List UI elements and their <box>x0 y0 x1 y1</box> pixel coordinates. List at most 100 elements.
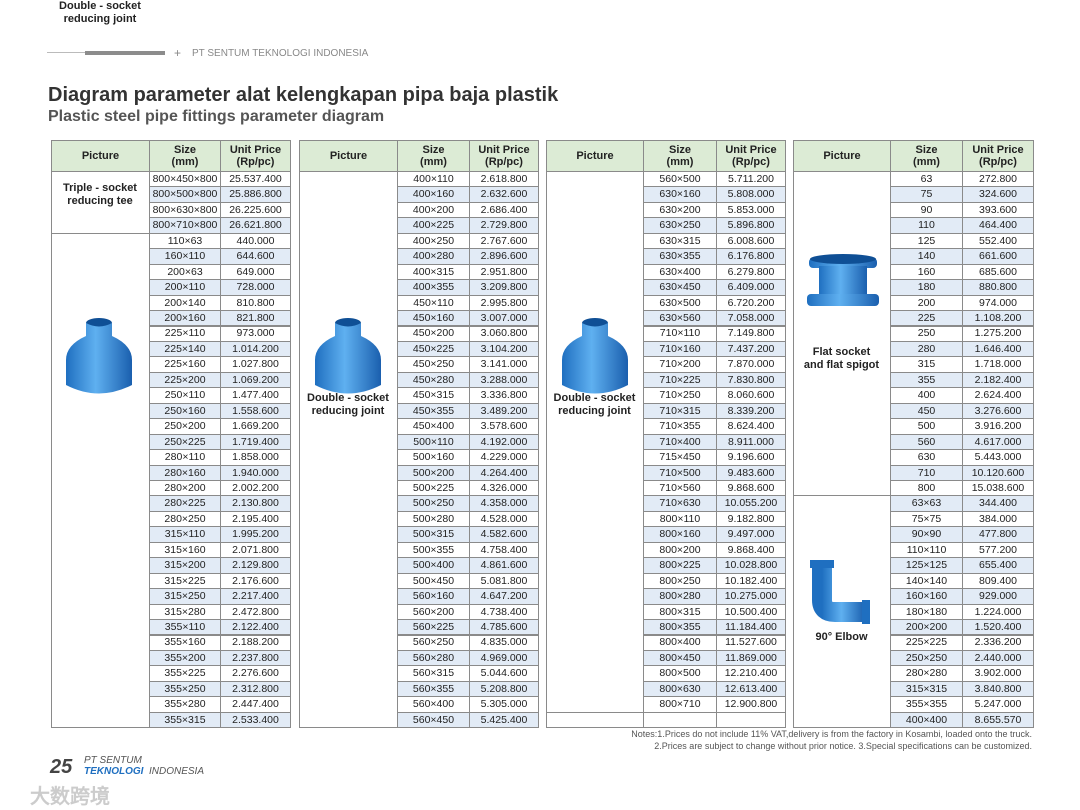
size: 400×315 <box>412 265 455 278</box>
size-cell: 355×280 <box>149 696 221 713</box>
price: 3.141.000 <box>480 358 528 371</box>
price: 2.002.200 <box>232 481 279 494</box>
size-cell: 400×280 <box>397 248 470 265</box>
size-cell: 355 <box>890 371 963 389</box>
price-cell: 2.767.600 <box>469 232 539 250</box>
size: 400 <box>917 389 936 402</box>
size: 800×710×800 <box>152 219 218 232</box>
price-cell: 1.558.600 <box>220 402 291 420</box>
size: 75 <box>920 188 933 201</box>
size-cell: 800×250 <box>643 572 717 590</box>
price-cell: 12.900.800 <box>716 696 786 713</box>
size-cell: 450×200 <box>397 325 470 342</box>
price-cell: 2.130.800 <box>220 495 291 512</box>
size: 400×200 <box>412 203 455 216</box>
size-cell: 630×450 <box>643 279 717 296</box>
size-cell: 200×160 <box>149 310 221 327</box>
price-cell: 2.312.800 <box>220 680 291 698</box>
price-cell: 11.184.400 <box>716 619 786 636</box>
size: 500×250 <box>412 497 455 510</box>
group-label: Double - socket reducing joint <box>299 392 397 418</box>
price-cell: 12.613.400 <box>716 680 786 698</box>
size-cell: 180×180 <box>890 603 963 621</box>
price: 2.071.800 <box>232 543 279 556</box>
price-cell: 26.225.600 <box>220 201 291 219</box>
header-line: Size <box>668 144 691 156</box>
label-line: reducing joint <box>558 405 631 417</box>
price: 4.861.600 <box>480 559 528 572</box>
price-cell: 644.600 <box>220 248 291 265</box>
size: 560 <box>917 435 936 448</box>
size: 180×180 <box>905 605 948 618</box>
price-cell: 25.886.800 <box>220 186 291 203</box>
size-cell: 500×200 <box>397 464 470 481</box>
price: 973.000 <box>236 327 275 340</box>
size-cell: 400×355 <box>397 279 470 296</box>
size-cell: 800×630 <box>643 680 717 698</box>
size: 200×110 <box>164 281 206 294</box>
price: 649.000 <box>236 265 275 278</box>
size: 355×200 <box>164 651 206 664</box>
price: 1.940.000 <box>232 466 279 479</box>
size-cell: 800×315 <box>643 603 717 621</box>
price: 384.000 <box>979 512 1017 525</box>
price-cell: 26.621.800 <box>220 217 291 234</box>
size: 710×160 <box>659 342 701 355</box>
price-cell: 2.729.800 <box>469 217 539 234</box>
size-cell: 630×400 <box>643 263 717 281</box>
price: 1.069.200 <box>232 373 279 386</box>
size-cell: 355×200 <box>149 649 221 667</box>
size-cell: 400 <box>890 387 963 404</box>
size-cell: 450×160 <box>397 310 470 327</box>
size-cell: 280×110 <box>149 449 221 466</box>
price: 810.800 <box>236 296 275 309</box>
size-cell: 400×250 <box>397 232 470 250</box>
price: 324.600 <box>979 188 1017 201</box>
size-cell: 225 <box>890 310 963 327</box>
size: 180 <box>917 281 936 294</box>
price: 2.237.800 <box>232 651 279 664</box>
watermark: 大数跨境 <box>30 786 110 808</box>
size: 250×160 <box>164 404 206 417</box>
price-cell: 11.527.600 <box>716 634 786 651</box>
size: 90 <box>920 203 933 216</box>
price-cell: 1.275.200 <box>962 325 1034 342</box>
size-cell: 450×110 <box>397 294 470 312</box>
price: 2.176.600 <box>232 574 279 587</box>
size: 560×315 <box>412 667 455 680</box>
size: 90×90 <box>911 528 942 541</box>
price-cell: 4.758.400 <box>469 541 539 559</box>
price-cell: 5.247.000 <box>962 696 1034 713</box>
size: 160 <box>917 265 936 278</box>
size: 225×225 <box>905 636 948 649</box>
price: 272.800 <box>979 172 1017 185</box>
size: 200×200 <box>905 621 948 634</box>
size: 280×160 <box>164 466 206 479</box>
price: 7.149.800 <box>727 327 775 340</box>
price: 5.896.800 <box>727 219 775 232</box>
price: 4.264.400 <box>480 466 528 479</box>
header-line: (Rp/pc) <box>979 156 1017 168</box>
size-cell: 630×315 <box>643 232 717 250</box>
price-cell: 655.400 <box>962 557 1034 574</box>
size: 450×200 <box>412 327 455 340</box>
size-cell <box>643 711 717 729</box>
price-cell: 2.188.200 <box>220 634 291 651</box>
picture-cell <box>299 171 398 729</box>
size: 560×250 <box>412 636 455 649</box>
price-cell: 5.443.000 <box>962 449 1034 466</box>
price: 9.483.600 <box>727 466 775 479</box>
size: 500×450 <box>412 574 455 587</box>
price: 3.288.000 <box>480 373 528 386</box>
size: 355×250 <box>164 682 206 695</box>
price-cell: 9.182.800 <box>716 510 786 528</box>
price: 5.305.000 <box>480 698 528 711</box>
size: 280×250 <box>164 512 206 525</box>
size-cell: 315×225 <box>149 572 221 590</box>
size-cell: 800 <box>890 480 963 497</box>
header-line: (mm) <box>420 156 447 168</box>
price: 1.275.200 <box>974 327 1022 340</box>
label-line: reducing joint <box>311 405 385 417</box>
price-cell: 7.149.800 <box>716 325 786 342</box>
size: 500×315 <box>412 528 455 541</box>
